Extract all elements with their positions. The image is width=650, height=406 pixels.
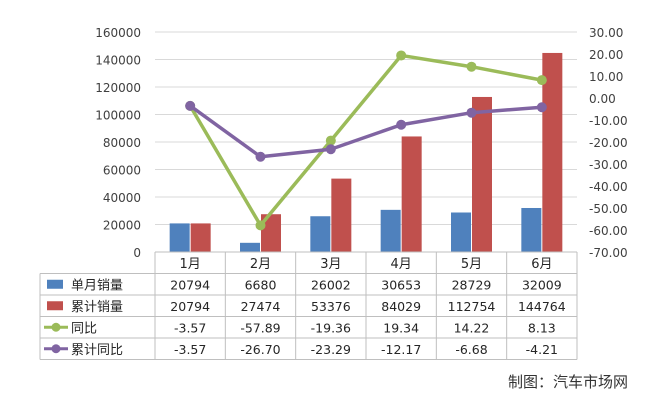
category-label: 5月: [461, 257, 482, 272]
bar-cumulative: [331, 178, 352, 252]
bar-monthly: [451, 212, 471, 252]
right-tick-label: 20.00: [589, 48, 623, 62]
watermark: 制图：汽车市场网: [507, 373, 628, 391]
table-cell: -4.21: [526, 342, 558, 357]
bar-cumulative: [261, 214, 281, 252]
left-tick-label: 40000: [103, 191, 141, 205]
bar-monthly: [521, 207, 542, 252]
right-tick-label: -10.00: [589, 114, 628, 128]
category-label: 3月: [320, 257, 341, 272]
table-cell: -23.29: [311, 342, 351, 357]
series-point-yoy: [536, 75, 547, 86]
right-tick-label: -30.00: [589, 158, 628, 172]
left-tick-label: 120000: [95, 81, 141, 95]
series-point-yoy: [325, 135, 336, 146]
table-cell: -3.57: [174, 342, 206, 357]
legend-key-marker-2: [51, 322, 61, 332]
table-cell: 30653: [381, 277, 421, 292]
category-label: 4月: [391, 257, 412, 272]
category-label: 1月: [180, 257, 201, 272]
legend-key-0: [47, 279, 63, 289]
series-point-cumulative-yoy: [536, 102, 547, 113]
table-cell: 20794: [170, 299, 210, 314]
right-tick-label: -70.00: [589, 246, 628, 260]
table-cell: -26.70: [240, 342, 280, 357]
right-tick-label: -60.00: [589, 224, 628, 238]
legend-key-marker-3: [51, 344, 61, 354]
bar-monthly: [380, 209, 401, 252]
table-cell: -19.36: [311, 320, 351, 335]
table-cell: 32009: [522, 277, 562, 292]
series-point-cumulative-yoy: [185, 100, 196, 111]
legend-label: 同比: [71, 321, 97, 336]
series-line-yoy: [188, 53, 543, 228]
table-cell: 144764: [518, 299, 566, 314]
table-cell: 53376: [311, 299, 351, 314]
table-cell: -12.17: [381, 342, 421, 357]
right-tick-label: -50.00: [589, 202, 628, 216]
bar-cumulative: [472, 96, 492, 252]
right-tick-label: 0.00: [589, 92, 616, 106]
legend-label: 单月销量: [71, 278, 123, 293]
left-tick-label: 100000: [95, 109, 141, 123]
left-tick-label: 60000: [103, 164, 141, 178]
table-cell: 26002: [311, 277, 351, 292]
right-tick-label: 10.00: [589, 70, 623, 84]
category-label: 2月: [250, 257, 271, 272]
series-point-yoy: [396, 50, 407, 61]
table-cell: 28729: [452, 277, 492, 292]
left-tick-label: 0: [133, 246, 141, 260]
bar-cumulative: [542, 52, 563, 253]
table-cell: 8.13: [528, 320, 556, 335]
left-tick-label: 140000: [95, 54, 141, 68]
series-point-yoy: [255, 220, 266, 231]
bar-monthly: [240, 242, 260, 252]
table-cell: -3.57: [174, 320, 206, 335]
right-tick-label: -40.00: [589, 180, 628, 194]
series-point-cumulative-yoy: [325, 144, 336, 155]
series-line-cumulative-yoy: [189, 104, 542, 159]
series-point-cumulative-yoy: [466, 107, 477, 118]
bar-cumulative: [190, 223, 211, 252]
right-tick-label: 30.00: [589, 26, 623, 40]
table-cell: 112754: [448, 299, 496, 314]
series-point-yoy: [466, 61, 477, 72]
left-tick-label: 80000: [103, 136, 141, 150]
table-cell: -6.68: [455, 342, 487, 357]
bar-cumulative: [401, 136, 422, 252]
table-cell: 6680: [245, 277, 277, 292]
table-cell: 20794: [170, 277, 210, 292]
category-label: 6月: [531, 257, 552, 272]
legend-key-1: [47, 301, 63, 311]
series-point-cumulative-yoy: [396, 119, 407, 130]
bar-monthly: [169, 223, 190, 252]
legend-label: 累计同比: [71, 343, 123, 358]
series-point-cumulative-yoy: [255, 151, 266, 162]
table-cell: 14.22: [454, 320, 490, 335]
table-cell: 84029: [381, 299, 421, 314]
table-cell: 27474: [241, 299, 281, 314]
bar-monthly: [310, 216, 331, 252]
right-tick-label: -20.00: [589, 136, 628, 150]
left-tick-label: 20000: [103, 219, 141, 233]
table-cell: -57.89: [240, 320, 280, 335]
left-tick-label: 160000: [95, 26, 141, 40]
legend-label: 累计销量: [71, 300, 123, 315]
table-cell: 19.34: [383, 320, 419, 335]
